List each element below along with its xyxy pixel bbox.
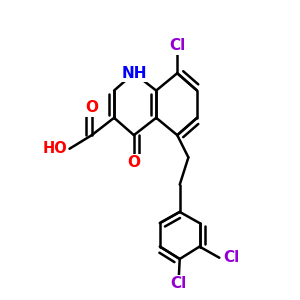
Text: O: O xyxy=(85,100,98,116)
Text: O: O xyxy=(128,155,140,170)
Text: Cl: Cl xyxy=(169,38,185,53)
Text: Cl: Cl xyxy=(223,250,239,265)
Text: NH: NH xyxy=(121,66,147,81)
Text: Cl: Cl xyxy=(170,276,187,291)
Text: HO: HO xyxy=(42,141,67,156)
